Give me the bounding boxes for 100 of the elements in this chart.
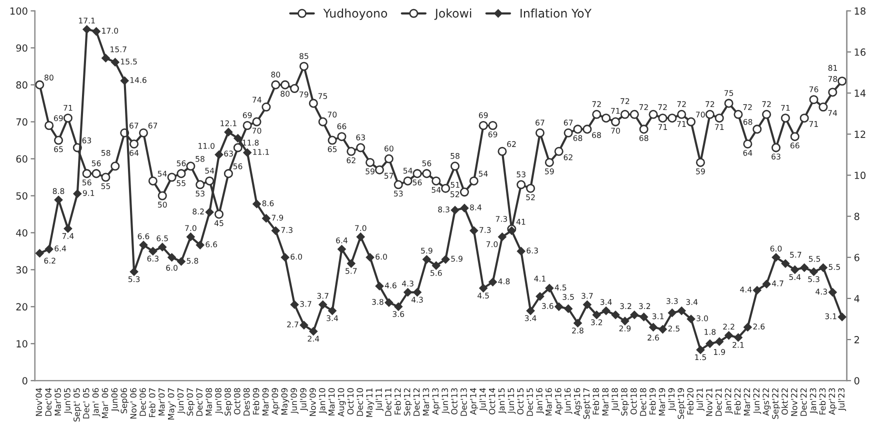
x-tick-label: Jan'10 bbox=[318, 388, 327, 414]
x-tick-label: Jun06 bbox=[111, 388, 120, 412]
legend-label: Yudhoyono bbox=[323, 8, 388, 20]
x-tick-label: Sep06 bbox=[120, 388, 129, 414]
point bbox=[800, 114, 809, 123]
point bbox=[780, 114, 790, 123]
point bbox=[771, 143, 781, 152]
point bbox=[110, 162, 120, 171]
x-tick-label: Jun'09 bbox=[290, 388, 299, 414]
point bbox=[564, 128, 573, 138]
x-tick-label: Sept'17 bbox=[583, 388, 592, 419]
x-tick-label: Sept'19 bbox=[678, 388, 686, 419]
legend-label: Inflation YoY bbox=[520, 8, 592, 18]
y2-tick-label: 0 bbox=[854, 377, 860, 384]
x-tick-label: Nov'22 bbox=[791, 388, 798, 416]
x-tick-label: Feb'09 bbox=[252, 388, 260, 414]
point bbox=[498, 146, 507, 156]
x-tick-label: Jan' 06 bbox=[92, 388, 100, 416]
y2-tick-label: 10 bbox=[854, 172, 866, 180]
x-tick-label: Mar'13 bbox=[422, 388, 430, 416]
y-tick-label: 70 bbox=[16, 118, 28, 126]
point bbox=[299, 62, 308, 71]
point bbox=[328, 136, 337, 145]
point bbox=[535, 128, 545, 138]
x-tick-label: Jun'16 bbox=[564, 388, 572, 414]
x-tick-label: Jan'15 bbox=[498, 388, 506, 414]
x-tick-label: Jun'13 bbox=[442, 388, 450, 414]
x-tick-label: Mar'18 bbox=[602, 388, 608, 416]
point bbox=[441, 184, 450, 193]
point bbox=[290, 84, 300, 94]
point bbox=[818, 102, 828, 112]
x-tick-label: Sep'08 bbox=[224, 388, 232, 416]
point bbox=[639, 124, 648, 134]
y-tick-label: 80 bbox=[16, 81, 28, 89]
x-tick-label: Mar'19 bbox=[658, 388, 666, 416]
x-tick-label: Sep'07 bbox=[186, 388, 195, 416]
point bbox=[526, 184, 536, 193]
point bbox=[809, 95, 818, 104]
x-tick-label: Dec'21 bbox=[715, 388, 722, 416]
point bbox=[412, 169, 422, 178]
point bbox=[582, 124, 592, 134]
x-tick-label: Feb'12 bbox=[394, 388, 401, 414]
x-tick-label: May09 bbox=[281, 388, 290, 415]
x-tick-label: Okt'22 bbox=[781, 388, 788, 415]
point bbox=[422, 169, 432, 178]
x-tick-label: Nov'21 bbox=[706, 388, 712, 416]
x-tick-label: Jan'16 bbox=[536, 388, 544, 414]
y-tick-label: 60 bbox=[16, 155, 28, 163]
point bbox=[450, 162, 460, 171]
point bbox=[677, 110, 686, 119]
x-tick-label: Apr'13 bbox=[432, 388, 440, 415]
point bbox=[271, 80, 280, 90]
point bbox=[630, 110, 639, 119]
x-tick-label: Jan'22 bbox=[724, 388, 733, 414]
x-tick-label: Feb'22 bbox=[734, 388, 741, 414]
point bbox=[205, 176, 214, 186]
x-tick-label: Dec'10 bbox=[356, 388, 364, 416]
x-tick-label: Sept' 05 bbox=[74, 388, 82, 422]
point bbox=[469, 176, 478, 186]
point bbox=[82, 169, 92, 178]
point bbox=[488, 120, 498, 130]
point bbox=[196, 180, 205, 190]
point bbox=[167, 172, 176, 182]
point bbox=[35, 80, 44, 90]
point bbox=[308, 98, 318, 108]
x-tick-label: Mar'22 bbox=[744, 388, 750, 416]
point bbox=[554, 146, 564, 156]
point bbox=[394, 180, 403, 190]
y-tick-label: 30 bbox=[16, 266, 28, 274]
x-tick-label: Jun'08 bbox=[215, 388, 223, 414]
x-tick-label: Oct'13 bbox=[451, 388, 458, 414]
point bbox=[620, 110, 630, 119]
point bbox=[611, 117, 620, 126]
x-tick-label: May' 07 bbox=[168, 388, 176, 420]
x-tick-label: Oct'15 bbox=[517, 388, 524, 414]
point bbox=[54, 136, 64, 145]
x-tick-label: Sept'22 bbox=[772, 388, 780, 419]
point bbox=[478, 120, 488, 130]
point bbox=[158, 191, 167, 200]
x-tick-label: Jul'18 bbox=[611, 388, 620, 411]
y2-tick-label: 4 bbox=[854, 295, 860, 302]
y-tick-label: 10 bbox=[16, 340, 28, 348]
x-tick-label: Feb' 07 bbox=[148, 388, 156, 418]
x-tick-label: Sep'12 bbox=[404, 388, 412, 416]
x-tick-label: Mar'08 bbox=[206, 388, 212, 416]
y-tick-label: 0 bbox=[22, 377, 28, 384]
y-tick-label: 100 bbox=[10, 7, 28, 15]
x-tick-label: Dec'11 bbox=[385, 388, 392, 416]
x-tick-label: Jun'07 bbox=[177, 388, 186, 414]
point bbox=[573, 124, 582, 134]
x-tick-label: Ags'22 bbox=[762, 388, 771, 416]
legend-label: Jokowi bbox=[434, 8, 472, 20]
point bbox=[403, 176, 412, 186]
x-tick-label: Mar'16 bbox=[546, 388, 552, 416]
x-tick-label: Mar'07 bbox=[158, 388, 165, 416]
point bbox=[460, 188, 469, 197]
point bbox=[356, 143, 366, 152]
y-tick-label: 40 bbox=[16, 229, 28, 237]
point bbox=[138, 128, 148, 138]
point bbox=[724, 98, 734, 108]
